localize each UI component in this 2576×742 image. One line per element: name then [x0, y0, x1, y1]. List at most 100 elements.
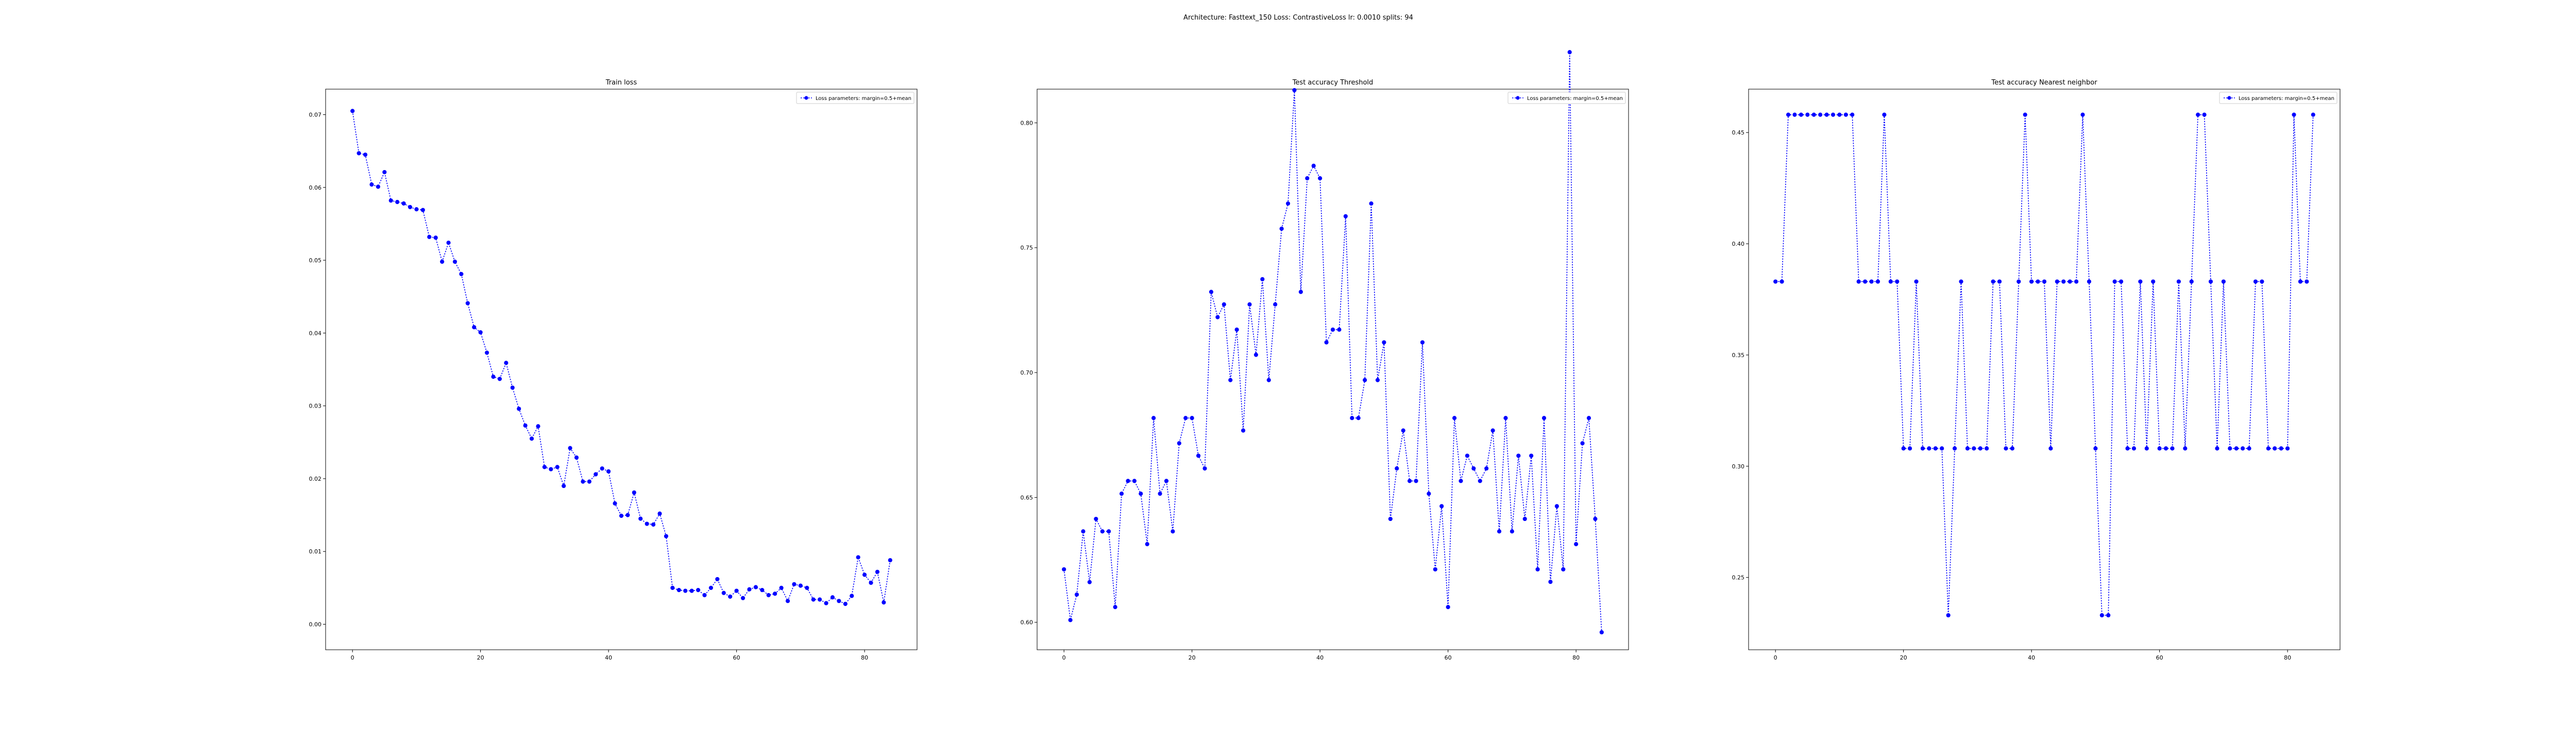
x-tick-label: 0 — [351, 654, 354, 661]
data-point — [555, 465, 560, 469]
data-point — [766, 593, 771, 598]
data-point — [2036, 279, 2040, 284]
data-point — [369, 182, 374, 187]
data-point — [2247, 446, 2251, 451]
legend-marker — [804, 96, 808, 100]
data-point — [606, 469, 611, 474]
data-point — [484, 350, 489, 355]
data-point — [1985, 446, 1989, 451]
x-tick-label: 20 — [477, 654, 484, 661]
data-point — [420, 208, 425, 212]
data-point — [2202, 112, 2207, 117]
chart-2: Test accuracy Threshold 0 20 40 60 80 0.60 0.65… — [1021, 50, 1629, 661]
data-point — [818, 597, 822, 602]
x-tick-label: 80 — [1572, 654, 1580, 661]
y-tick-label: 0.00 — [309, 621, 322, 628]
x-tick-label: 20 — [1900, 654, 1907, 661]
data-point — [1792, 112, 1797, 117]
data-point — [1869, 279, 1874, 284]
data-point — [459, 272, 464, 276]
data-point — [2016, 279, 2021, 284]
data-point — [2042, 279, 2047, 284]
data-point — [753, 585, 758, 589]
data-point — [2061, 279, 2066, 284]
data-point — [708, 585, 714, 590]
data-point — [1484, 466, 1489, 471]
y-tick-label: 0.03 — [309, 403, 322, 410]
data-point — [2273, 446, 2277, 451]
data-point — [401, 201, 406, 206]
data-point — [747, 587, 752, 592]
y-tick-label: 0.80 — [1021, 120, 1033, 126]
data-point — [1356, 416, 1361, 420]
data-point — [1927, 446, 1931, 451]
y-tick-label: 0.60 — [1021, 619, 1033, 626]
data-point — [696, 588, 701, 593]
data-point — [2093, 446, 2098, 451]
data-point — [2074, 279, 2079, 284]
data-point — [2196, 112, 2200, 117]
legend-label: Loss parameters: margin=0.5+mean — [816, 96, 911, 102]
data-point — [1593, 516, 1598, 521]
data-point — [1818, 112, 1823, 117]
data-point — [1433, 567, 1437, 572]
data-point — [1190, 416, 1194, 420]
data-point — [1151, 416, 1156, 420]
data-point — [1324, 340, 1329, 345]
data-point — [1350, 416, 1354, 420]
data-point — [1952, 446, 1957, 451]
chart-1: Train loss 0 20 40 60 80 0.00 0.01 0.02 0.03 0.04 0… — [309, 79, 918, 661]
y-tick-label: 0.70 — [1021, 369, 1033, 376]
data-point — [811, 597, 816, 602]
data-point — [1253, 352, 1259, 357]
data-point — [2119, 279, 2124, 284]
data-point — [1298, 290, 1303, 294]
data-point — [1222, 302, 1226, 307]
y-tick-label: 0.06 — [309, 184, 322, 191]
data-point — [1337, 327, 1342, 332]
x-tick-label: 0 — [1774, 654, 1777, 661]
data-point — [1171, 529, 1175, 534]
data-point — [1471, 466, 1476, 471]
y-tick-label: 0.25 — [1732, 575, 1745, 581]
data-point — [2125, 446, 2130, 451]
data-point — [382, 170, 387, 175]
data-point — [2010, 446, 2014, 451]
data-point — [2260, 279, 2264, 284]
data-point — [574, 455, 579, 460]
data-point — [2234, 446, 2239, 451]
data-point — [1439, 504, 1444, 509]
data-point — [702, 593, 707, 598]
data-point — [1247, 302, 1252, 307]
data-point — [837, 599, 841, 603]
y-tick-label: 0.65 — [1021, 494, 1033, 501]
data-point — [2055, 279, 2059, 284]
data-point — [1599, 630, 1604, 635]
data-point — [792, 582, 796, 586]
data-point — [862, 572, 867, 577]
data-point — [1933, 446, 1938, 451]
data-point — [1196, 453, 1201, 458]
legend-marker — [2227, 96, 2231, 100]
data-point — [376, 184, 380, 189]
data-point — [465, 301, 470, 306]
data-point — [1087, 580, 1092, 584]
y-tick-label: 0.40 — [1732, 241, 1745, 247]
data-point — [1420, 340, 1425, 345]
data-point — [1107, 529, 1111, 534]
data-point — [619, 513, 624, 518]
data-point — [734, 588, 739, 593]
data-point — [2087, 279, 2092, 284]
data-point — [517, 407, 521, 411]
x-tick-label: 40 — [2028, 654, 2035, 661]
x-tick-label: 60 — [1445, 654, 1452, 661]
data-point — [1503, 416, 1508, 420]
data-point — [2106, 613, 2111, 618]
data-point — [1145, 542, 1149, 547]
subplot-panels: Train loss 0 20 40 60 80 0.00 0.01 0.02 0.03 0.04 0… — [309, 50, 2341, 661]
data-point — [1773, 279, 1778, 284]
data-point — [1978, 446, 1982, 451]
y-tick-label: 0.05 — [309, 257, 322, 264]
legend-box — [796, 92, 914, 104]
data-point — [2099, 613, 2104, 618]
